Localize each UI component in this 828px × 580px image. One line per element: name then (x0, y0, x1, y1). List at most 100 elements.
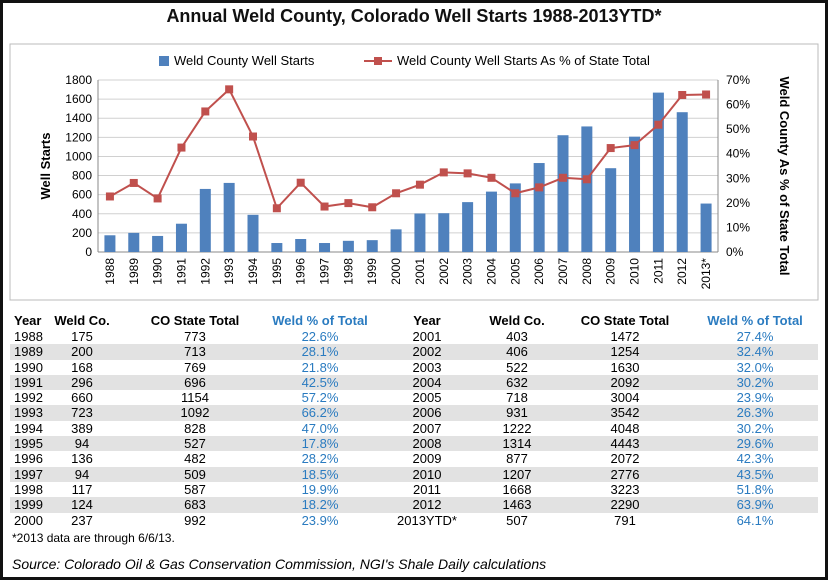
cell-weld: 1314 (502, 436, 532, 452)
cell-pct: 64.1% (736, 512, 774, 528)
cell-year: 2013YTD* (397, 512, 457, 528)
cell-weld: 877 (506, 451, 528, 467)
cell-weld: 1222 (502, 420, 532, 436)
x-tick-label: 2003 (461, 258, 475, 285)
y-right-tick-label: 10% (726, 220, 750, 234)
chart: 0 200 400 600 800 1000 1200 1400 1600 1800 0% 10% 20… (9, 43, 819, 301)
cell-pct: 63.9% (736, 497, 774, 513)
cell-state: 2072 (610, 451, 640, 467)
bar (199, 188, 211, 252)
cell-year: 2008 (412, 436, 442, 452)
cell-year: 1994 (14, 420, 43, 436)
bar (414, 213, 426, 252)
cell-year: 2009 (412, 451, 442, 467)
x-tick-label: 2012 (675, 258, 689, 285)
cell-state: 3542 (610, 405, 640, 421)
cell-year: 2007 (412, 420, 442, 436)
cell-state: 992 (184, 512, 206, 528)
x-tick-label: 2009 (604, 258, 618, 285)
bar (629, 136, 641, 252)
y-tick-label: 800 (72, 169, 92, 183)
cell-weld: 632 (506, 374, 528, 390)
cell-pct: 47.0% (301, 420, 339, 436)
cell-pct: 57.2% (301, 390, 339, 406)
cell-year: 2005 (412, 390, 442, 406)
bar (295, 239, 307, 252)
bar (366, 240, 378, 252)
x-tick-label: 2001 (413, 258, 427, 285)
cell-pct: 30.2% (736, 420, 774, 436)
cell-weld: 168 (71, 359, 93, 375)
cell-weld: 931 (506, 405, 528, 421)
x-tick-label: 1992 (198, 258, 212, 285)
source-note: Source: Colorado Oil & Gas Conservation … (12, 556, 547, 572)
line-marker (177, 143, 186, 152)
cell-weld: 94 (74, 436, 90, 452)
cell-weld: 406 (506, 344, 528, 360)
cell-weld: 403 (506, 329, 528, 344)
bar (104, 235, 116, 252)
legend-bar-swatch (159, 56, 169, 66)
x-tick-label: 2002 (437, 258, 451, 285)
line-marker (320, 202, 329, 211)
y-tick-label: 0 (85, 245, 92, 259)
cell-weld: 718 (506, 390, 528, 406)
cell-year: 2010 (412, 466, 442, 482)
line-marker (129, 178, 138, 187)
legend-bar-label: Weld County Well Starts (174, 53, 315, 68)
cell-year: 1992 (14, 390, 43, 406)
table-row: 1988 175 773 22.6% 2001 403 1472 27.4% (10, 329, 818, 344)
y-axis-title: Well Starts (38, 133, 53, 200)
chart-border (9, 43, 819, 301)
cell-year: 2003 (412, 359, 442, 375)
bar (319, 243, 331, 252)
x-tick-label: 1989 (127, 258, 141, 285)
cell-year: 1995 (14, 436, 43, 452)
y-tick-label: 1800 (65, 73, 92, 87)
y-right-tick-label: 30% (726, 171, 750, 185)
line-series (109, 87, 707, 211)
line-marker (606, 144, 615, 153)
cell-pct: 32.0% (736, 359, 774, 375)
cell-year: 2006 (412, 405, 442, 421)
cell-weld: 723 (71, 405, 93, 421)
cell-weld: 296 (71, 374, 93, 390)
bar (533, 163, 545, 252)
y-tick-label: 1000 (65, 149, 92, 163)
cell-year: 1999 (14, 497, 43, 513)
cell-pct: 42.5% (301, 374, 339, 390)
bar (390, 229, 402, 252)
cell-pct: 26.3% (736, 405, 774, 421)
line-marker (249, 132, 257, 141)
line-marker (511, 189, 520, 198)
line-marker (392, 189, 401, 198)
bar (676, 112, 688, 252)
cell-weld: 175 (71, 329, 93, 344)
cell-pct: 23.9% (301, 512, 339, 528)
line-marker (153, 194, 162, 203)
table-row: 1999 124 683 18.2% 2012 1463 2290 63.9% (10, 497, 818, 513)
cell-weld: 507 (506, 512, 528, 528)
cell-state: 791 (614, 512, 636, 528)
y-tick-label: 1200 (65, 130, 92, 144)
cell-year: 1996 (14, 451, 43, 467)
line-marker (654, 120, 663, 129)
cell-year: 2012 (412, 497, 442, 513)
cell-state: 3223 (610, 481, 640, 497)
x-tick-label: 2010 (628, 258, 642, 285)
table-row: 1991 296 696 42.5% 2004 632 2092 30.2% (10, 374, 818, 391)
bar (557, 135, 569, 252)
bar (342, 240, 354, 252)
x-tick-label: 1998 (341, 258, 355, 285)
x-tick-label: 2005 (508, 258, 522, 285)
cell-state: 527 (184, 436, 206, 452)
y-right-tick-label: 60% (726, 98, 750, 112)
x-tick-label: 2000 (389, 258, 403, 285)
x-tick-label: 2006 (532, 258, 546, 285)
cell-pct: 43.5% (736, 466, 774, 482)
line-marker (415, 180, 424, 189)
header-weld: Weld Co. (54, 313, 110, 328)
header-state: CO State Total (150, 313, 240, 328)
legend-line-marker (374, 57, 382, 65)
line-marker (559, 173, 567, 182)
